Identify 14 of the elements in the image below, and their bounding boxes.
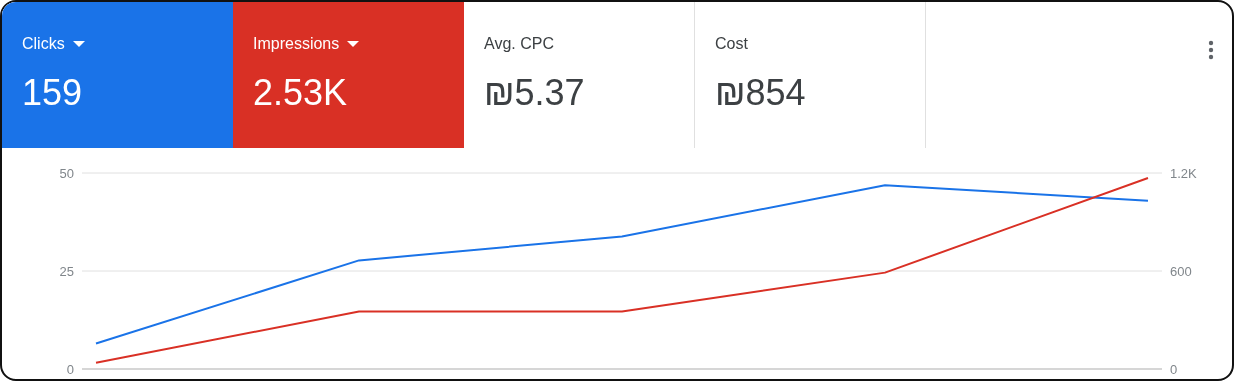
text: 2.53K	[253, 72, 349, 114]
text: ₪854	[715, 72, 807, 114]
y2-tick-label: 600	[1170, 263, 1192, 279]
y-tick-label: 50	[59, 165, 74, 181]
text: Impressions	[253, 35, 340, 53]
y2-tick-label: 0	[1170, 361, 1178, 377]
text: Clicks	[22, 35, 65, 53]
text: Avg. CPC	[484, 35, 554, 53]
text: ₪5.37	[484, 72, 586, 114]
y-tick-label: 25	[59, 263, 74, 279]
y2-tick-label: 1.2K	[1170, 165, 1198, 181]
text: 159	[22, 72, 84, 114]
text: Cost	[715, 35, 748, 53]
y-tick-label: 0	[66, 361, 74, 377]
